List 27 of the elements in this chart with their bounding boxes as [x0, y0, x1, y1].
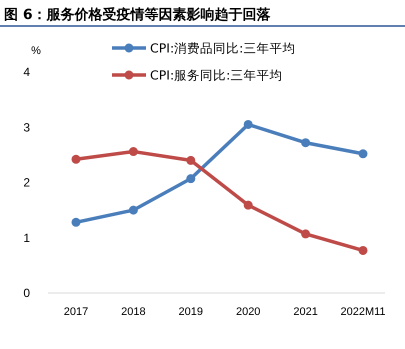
x-tick-label: 2020 [236, 306, 260, 318]
legend-label: CPI:服务同比:三年平均 [150, 67, 282, 82]
point [186, 174, 196, 184]
point [244, 120, 253, 129]
y-axis-title: % [31, 45, 42, 57]
y-tick-label: 2 [23, 176, 30, 190]
chart-title: 图 6：服务价格受疫情等因素影响趋于回落 [4, 6, 272, 23]
point [301, 138, 310, 148]
y-tick-label: 4 [23, 65, 30, 80]
x-tick-label: 2018 [121, 306, 146, 318]
point [128, 206, 138, 215]
point [301, 229, 310, 238]
y-tick-label: 0 [23, 286, 30, 300]
point [358, 149, 368, 158]
legend-label: CPI:消费品同比:三年平均 [150, 40, 296, 56]
y-tick-label: 3 [23, 120, 30, 134]
point [186, 156, 196, 165]
x-tick-label: 2017 [64, 306, 88, 318]
x-tick-label: 2019 [178, 306, 204, 318]
point [72, 218, 80, 227]
point [72, 154, 80, 164]
point [244, 200, 253, 210]
x-tick-label: 2021 [293, 306, 318, 318]
y-tick-label: 1 [23, 230, 30, 245]
point [128, 147, 138, 156]
x-tick-label: 2022M11 [340, 306, 386, 318]
point [358, 246, 368, 255]
